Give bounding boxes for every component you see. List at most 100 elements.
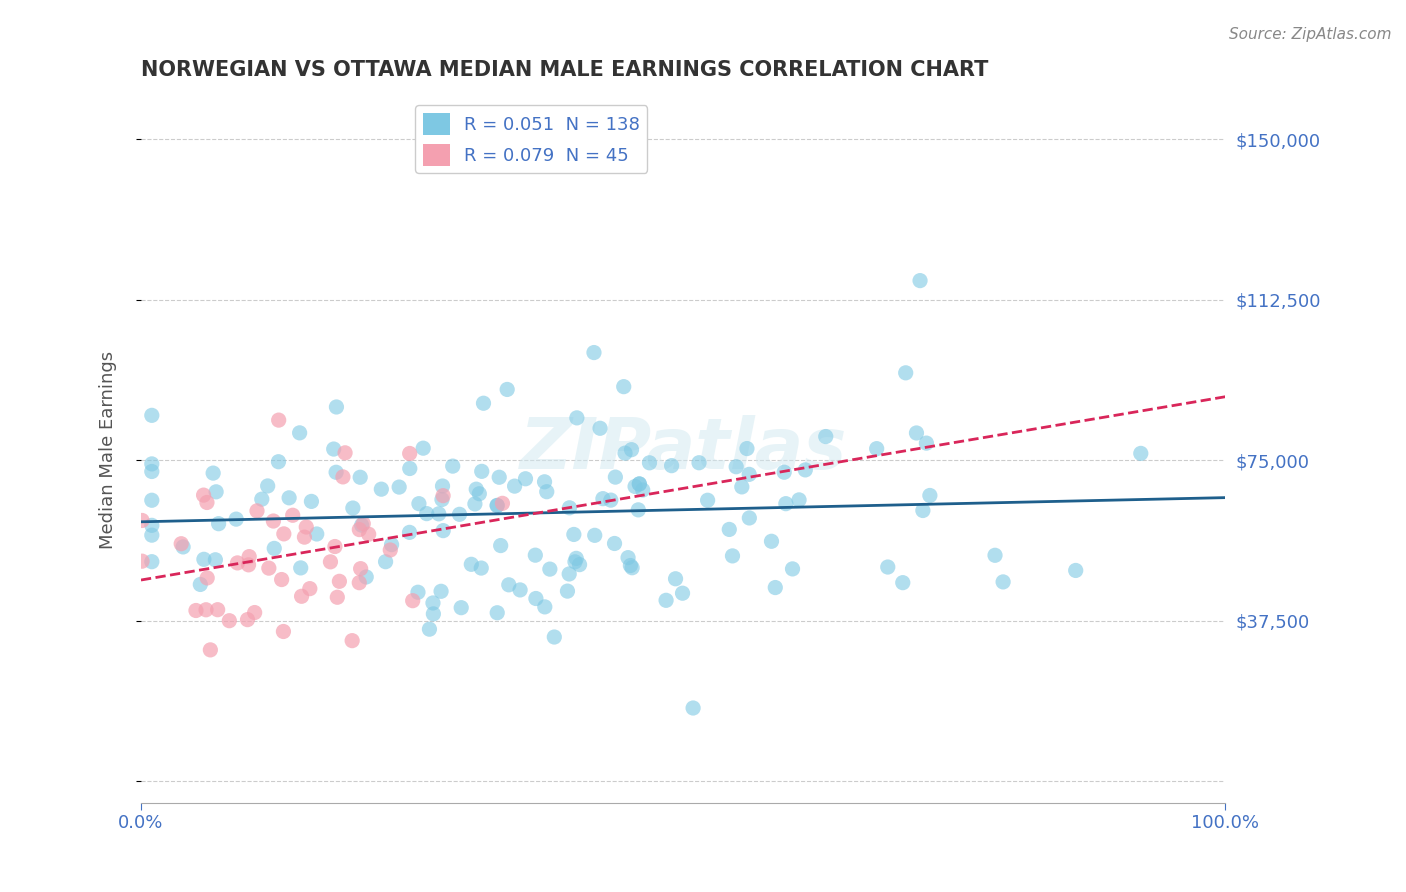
Norwegians xyxy=(613,379,636,393)
Norwegians xyxy=(202,466,225,480)
Norwegians xyxy=(761,534,783,549)
Norwegians xyxy=(486,499,509,513)
Norwegians xyxy=(891,575,914,590)
Norwegians xyxy=(628,477,651,491)
Norwegians xyxy=(470,561,492,575)
Norwegians xyxy=(412,441,434,455)
Norwegians xyxy=(568,558,591,572)
Norwegians xyxy=(524,591,547,606)
Norwegians xyxy=(1129,446,1152,460)
Norwegians xyxy=(188,577,211,591)
Norwegians xyxy=(599,493,621,508)
Norwegians xyxy=(562,527,585,541)
Norwegians xyxy=(763,581,786,595)
Norwegians xyxy=(794,463,817,477)
Y-axis label: Median Male Earnings: Median Male Earnings xyxy=(100,351,117,549)
Norwegians xyxy=(207,516,229,531)
Norwegians xyxy=(671,586,693,600)
Ottawa xyxy=(246,504,269,518)
Ottawa xyxy=(357,527,380,541)
Norwegians xyxy=(496,383,519,397)
Norwegians xyxy=(589,421,612,435)
Norwegians xyxy=(398,525,420,540)
Norwegians xyxy=(350,518,373,533)
Norwegians xyxy=(370,482,392,496)
Ottawa xyxy=(380,543,402,558)
Norwegians xyxy=(814,429,837,443)
Norwegians xyxy=(603,536,626,550)
Norwegians xyxy=(449,508,471,522)
Norwegians xyxy=(468,487,491,501)
Norwegians xyxy=(617,550,640,565)
Ottawa xyxy=(193,488,215,502)
Norwegians xyxy=(430,492,453,507)
Norwegians xyxy=(543,630,565,644)
Norwegians xyxy=(322,442,344,456)
Norwegians xyxy=(301,494,323,508)
Norwegians xyxy=(172,540,194,554)
Ottawa xyxy=(432,489,454,503)
Norwegians xyxy=(918,488,941,502)
Norwegians xyxy=(489,539,512,553)
Norwegians xyxy=(619,558,641,573)
Ottawa xyxy=(131,513,153,527)
Norwegians xyxy=(460,558,482,572)
Norwegians xyxy=(620,442,643,457)
Norwegians xyxy=(256,479,278,493)
Norwegians xyxy=(738,467,761,482)
Norwegians xyxy=(515,472,537,486)
Norwegians xyxy=(472,396,495,410)
Norwegians xyxy=(614,446,637,460)
Norwegians xyxy=(557,584,579,599)
Norwegians xyxy=(533,475,555,489)
Norwegians xyxy=(738,511,761,525)
Norwegians xyxy=(538,562,561,576)
Norwegians xyxy=(325,465,347,479)
Norwegians xyxy=(533,599,555,614)
Norwegians xyxy=(441,459,464,474)
Norwegians xyxy=(782,562,804,576)
Norwegians xyxy=(984,549,1007,563)
Norwegians xyxy=(605,470,627,484)
Norwegians xyxy=(374,555,396,569)
Ottawa xyxy=(273,527,295,541)
Ottawa xyxy=(323,540,346,554)
Norwegians xyxy=(905,425,928,440)
Norwegians xyxy=(688,456,710,470)
Ottawa xyxy=(195,495,218,509)
Norwegians xyxy=(141,518,163,533)
Ottawa xyxy=(491,496,513,510)
Norwegians xyxy=(141,465,163,479)
Norwegians xyxy=(464,497,486,511)
Ottawa xyxy=(332,470,354,484)
Norwegians xyxy=(193,552,215,566)
Norwegians xyxy=(486,606,509,620)
Norwegians xyxy=(592,491,614,506)
Norwegians xyxy=(787,492,810,507)
Norwegians xyxy=(894,366,917,380)
Norwegians xyxy=(398,461,420,475)
Norwegians xyxy=(288,425,311,440)
Ottawa xyxy=(273,624,295,639)
Ottawa xyxy=(326,591,349,605)
Norwegians xyxy=(991,574,1014,589)
Norwegians xyxy=(354,570,377,584)
Legend: R = 0.051  N = 138, R = 0.079  N = 45: R = 0.051 N = 138, R = 0.079 N = 45 xyxy=(415,105,647,173)
Norwegians xyxy=(558,500,581,515)
Ottawa xyxy=(236,613,259,627)
Ottawa xyxy=(226,556,249,570)
Norwegians xyxy=(866,442,889,456)
Norwegians xyxy=(696,493,718,508)
Text: NORWEGIAN VS OTTAWA MEDIAN MALE EARNINGS CORRELATION CHART: NORWEGIAN VS OTTAWA MEDIAN MALE EARNINGS… xyxy=(141,60,988,79)
Norwegians xyxy=(876,560,898,574)
Ottawa xyxy=(270,573,292,587)
Norwegians xyxy=(565,410,588,425)
Ottawa xyxy=(349,523,371,537)
Norwegians xyxy=(422,607,444,621)
Norwegians xyxy=(388,480,411,494)
Ottawa xyxy=(402,593,425,607)
Norwegians xyxy=(250,492,273,507)
Ottawa xyxy=(257,561,280,575)
Ottawa xyxy=(333,446,356,460)
Norwegians xyxy=(558,566,581,581)
